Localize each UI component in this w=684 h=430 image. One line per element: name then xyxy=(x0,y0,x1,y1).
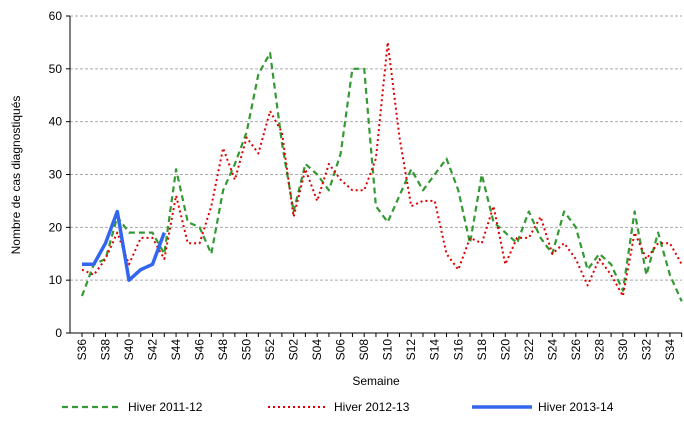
y-tick-label: 60 xyxy=(49,9,63,23)
y-tick-label: 50 xyxy=(49,62,63,76)
y-tick-label: 0 xyxy=(55,326,62,340)
x-tick-label: S26 xyxy=(569,339,583,361)
x-tick-label: S16 xyxy=(451,339,465,361)
x-tick-label: S04 xyxy=(310,339,324,361)
x-tick-label: S48 xyxy=(216,339,230,361)
series-line xyxy=(81,41,683,297)
y-tick-label: 10 xyxy=(49,273,63,287)
y-tick-label: 30 xyxy=(49,168,63,182)
x-tick-label: S12 xyxy=(404,339,418,361)
x-tick-label: S02 xyxy=(287,339,301,361)
x-tick-label: S20 xyxy=(498,339,512,361)
x-tick-label: S50 xyxy=(240,339,254,361)
x-axis-title: Semaine xyxy=(352,374,400,388)
series-line xyxy=(80,51,683,302)
x-tick-label: S44 xyxy=(169,339,183,361)
x-tick-label: S38 xyxy=(99,339,113,361)
legend-label: Hiver 2013-14 xyxy=(538,400,614,414)
x-tick-label: S36 xyxy=(75,339,89,361)
y-axis-title: Nombre de cas diagnostiqués xyxy=(9,96,23,255)
x-tick-label: S18 xyxy=(475,339,489,361)
x-tick-label: S22 xyxy=(522,339,536,361)
x-tick-label: S40 xyxy=(122,339,136,361)
x-tick-label: S10 xyxy=(381,339,395,361)
x-tick-label: S08 xyxy=(357,339,371,361)
x-tick-label: S52 xyxy=(263,339,277,361)
x-tick-label: S28 xyxy=(592,339,606,361)
x-tick-label: S06 xyxy=(334,339,348,361)
x-tick-label: S32 xyxy=(639,339,653,361)
x-tick-label: S30 xyxy=(616,339,630,361)
x-tick-label: S34 xyxy=(663,339,677,361)
y-tick-label: 20 xyxy=(49,220,63,234)
x-tick-label: S42 xyxy=(146,339,160,361)
x-tick-label: S46 xyxy=(193,339,207,361)
legend-label: Hiver 2012-13 xyxy=(334,400,410,414)
x-tick-label: S24 xyxy=(545,339,559,361)
legend-label: Hiver 2011-12 xyxy=(128,400,203,414)
series-line xyxy=(82,209,166,282)
x-tick-label: S14 xyxy=(428,339,442,361)
y-tick-label: 40 xyxy=(49,115,63,129)
